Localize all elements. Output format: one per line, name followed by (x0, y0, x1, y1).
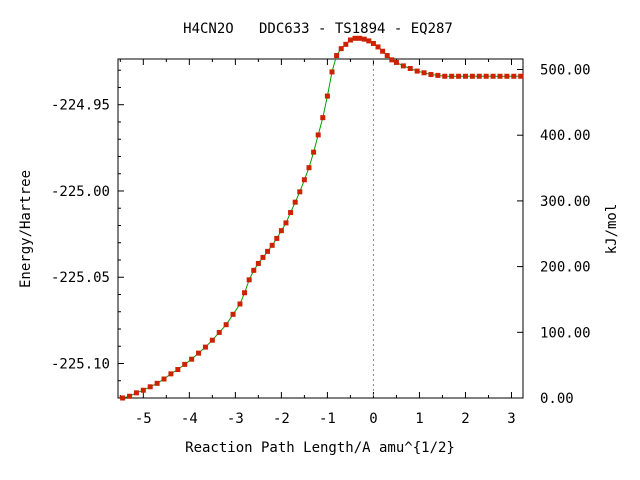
x-tick-label: -5 (135, 411, 152, 427)
data-point (182, 361, 188, 367)
x-axis-label: Reaction Path Length/A amu^{1/2} (185, 440, 455, 456)
data-point (216, 329, 222, 335)
data-point (435, 72, 441, 78)
data-point (196, 350, 202, 356)
x-tick-label: -2 (273, 411, 290, 427)
data-point (380, 48, 386, 54)
data-point (393, 59, 399, 65)
data-point (407, 65, 413, 71)
data-point (260, 254, 266, 260)
y2-tick-label: 500.00 (540, 63, 591, 79)
data-point (230, 311, 236, 317)
plot-area: -5 -4 -3 -2 -1 0 1 2 3 -224.95 -225.00 -225.05 -225.… (51, 35, 591, 427)
x-tick-label: 1 (415, 411, 423, 427)
y2-tick-label: 300.00 (540, 194, 591, 210)
data-point (469, 73, 475, 79)
data-point (456, 73, 462, 79)
data-point (511, 73, 517, 79)
data-point (414, 68, 420, 74)
data-point (338, 46, 344, 52)
data-point (311, 149, 317, 155)
y-tick-label: -225.05 (51, 270, 110, 286)
data-point (168, 371, 174, 377)
data-point (147, 384, 153, 390)
data-point (301, 177, 307, 183)
data-point (209, 337, 215, 343)
data-point (497, 73, 503, 79)
x-tick-label: -1 (319, 411, 336, 427)
data-point (490, 73, 496, 79)
data-point (297, 189, 303, 195)
data-point (246, 277, 252, 283)
y-axis-label: Energy/Hartree (18, 170, 34, 288)
data-point (334, 53, 340, 59)
y-tick-label: -225.00 (51, 184, 110, 200)
y2-axis-label: kJ/mol (604, 204, 620, 255)
data-point (476, 73, 482, 79)
data-point (269, 242, 275, 248)
data-point (283, 220, 289, 226)
data-point (370, 40, 376, 46)
data-point (161, 376, 167, 382)
data-point (320, 115, 326, 121)
series-line (122, 37, 521, 399)
data-point (347, 37, 353, 43)
data-point (428, 72, 434, 78)
data-point (133, 390, 139, 396)
data-point (421, 70, 427, 76)
x-tick-label: -4 (181, 411, 198, 427)
data-point (140, 387, 146, 393)
data-point (251, 267, 257, 273)
data-point (202, 344, 208, 350)
data-point (175, 367, 181, 373)
data-point (242, 290, 248, 296)
data-point (315, 132, 321, 138)
x-tick-label: 2 (461, 411, 469, 427)
y-tick-label: -225.10 (51, 356, 110, 372)
data-point (442, 73, 448, 79)
data-point (306, 165, 312, 171)
data-point (288, 210, 294, 216)
data-point (357, 35, 363, 41)
y2-tick-label: 100.00 (540, 325, 591, 341)
data-point (384, 53, 390, 59)
x-tick-label: 0 (369, 411, 377, 427)
data-point (366, 38, 372, 44)
data-point (189, 356, 195, 362)
data-point (361, 36, 367, 42)
x-tick-label: 3 (507, 411, 515, 427)
data-point (343, 41, 349, 47)
data-point (504, 73, 510, 79)
data-point (329, 69, 335, 75)
data-point (292, 199, 298, 205)
data-point (400, 63, 406, 69)
y2-tick-label: 200.00 (540, 260, 591, 276)
data-point (278, 228, 284, 234)
data-point (518, 73, 524, 79)
data-point (237, 301, 243, 307)
data-point (352, 35, 358, 41)
data-point (120, 395, 126, 401)
data-point (462, 73, 468, 79)
data-point (154, 380, 160, 386)
data-point (265, 248, 271, 254)
data-point (375, 44, 381, 50)
plot-frame (117, 58, 524, 399)
y-tick-label: -224.95 (51, 98, 110, 114)
data-point (274, 235, 280, 241)
y2-tick-label: 400.00 (540, 128, 591, 144)
data-point (389, 57, 395, 63)
data-point (127, 393, 133, 399)
data-point (255, 260, 261, 266)
chart-title: H4CN2O DDC633 - TS1894 - EQ287 (183, 21, 453, 37)
data-point (324, 93, 330, 99)
y2-tick-label: 0.00 (540, 391, 574, 407)
data-point (223, 322, 229, 328)
data-point (483, 73, 489, 79)
data-point (449, 73, 455, 79)
x-tick-label: -3 (227, 411, 244, 427)
